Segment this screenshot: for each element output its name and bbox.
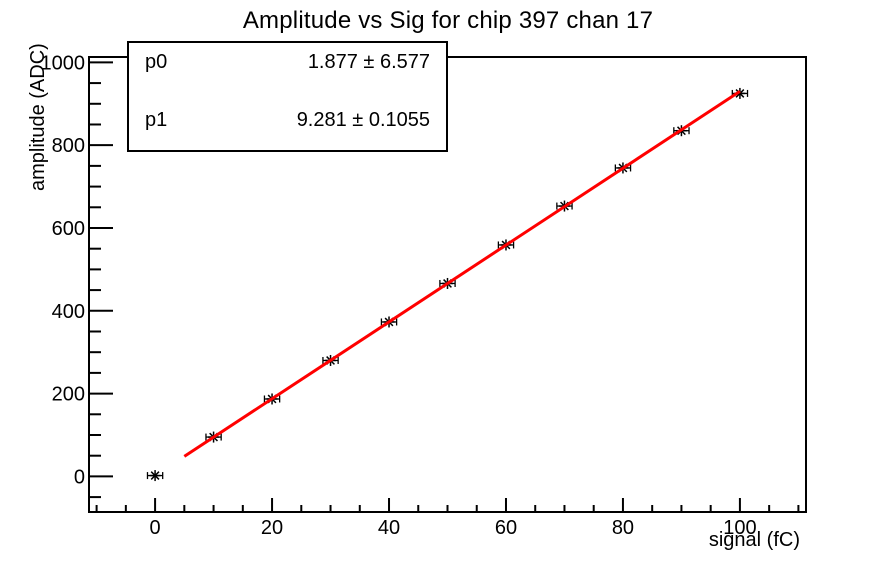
x-tick-label: 20 bbox=[261, 517, 283, 539]
y-tick-label: 1000 bbox=[41, 52, 86, 74]
param-name: p1 bbox=[145, 109, 168, 131]
fit-line bbox=[183, 90, 741, 458]
stats-box: p0 1.877 ± 6.577 p1 9.281 ± 0.1055 bbox=[127, 41, 448, 152]
x-tick-label: 0 bbox=[150, 517, 161, 539]
y-axis-title: amplitude (ADC) bbox=[27, 43, 49, 191]
data-point-marker bbox=[150, 471, 160, 480]
chart-title: Amplitude vs Sig for chip 397 chan 17 bbox=[242, 7, 654, 34]
param-value: 9.281 ± 0.1055 bbox=[296, 109, 430, 131]
y-tick-label: 800 bbox=[52, 135, 85, 157]
x-tick-label: 40 bbox=[378, 517, 400, 539]
param-value: 1.877 ± 6.577 bbox=[307, 51, 430, 73]
stats-row-p0: p0 1.877 ± 6.577 bbox=[145, 48, 430, 76]
x-tick-label: 100 bbox=[723, 517, 756, 539]
y-tick-label: 400 bbox=[52, 301, 85, 323]
y-tick-label: 200 bbox=[52, 384, 85, 406]
x-tick-label: 60 bbox=[495, 517, 517, 539]
stats-row-p1: p1 9.281 ± 0.1055 bbox=[145, 106, 430, 134]
data-point-marker bbox=[735, 89, 745, 98]
x-tick-label: 80 bbox=[612, 517, 634, 539]
y-tick-label: 600 bbox=[52, 218, 85, 240]
y-tick-label: 0 bbox=[74, 466, 85, 488]
x-axis-title: signal (fC) bbox=[708, 529, 800, 551]
param-name: p0 bbox=[145, 51, 168, 73]
